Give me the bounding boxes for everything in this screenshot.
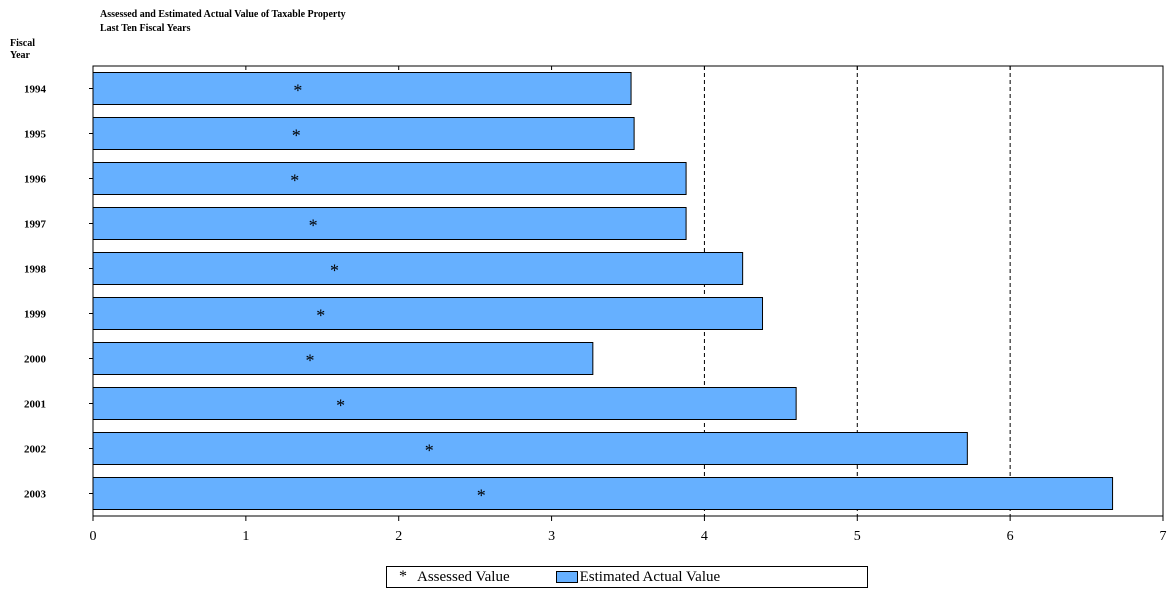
x-tick-label: 4	[701, 529, 708, 544]
x-tick-label: 5	[854, 529, 861, 544]
star-assessed-value: *	[330, 261, 339, 281]
star-assessed-value: *	[293, 81, 302, 101]
star-assessed-value: *	[425, 441, 434, 461]
star-assessed-value: *	[316, 306, 325, 326]
y-tick-label: 2003	[24, 489, 47, 501]
star-assessed-value: *	[477, 486, 486, 506]
bar-estimated-value	[92, 297, 764, 330]
y-tick-label: 1999	[24, 309, 47, 321]
chart-title: Assessed and Estimated Actual Value of T…	[100, 9, 346, 20]
bar-estimated-value	[92, 432, 968, 465]
legend-star-marker: *	[399, 568, 407, 585]
x-tick-label: 0	[90, 529, 97, 544]
x-tick-label: 2	[395, 529, 402, 544]
y-tick-label: 2002	[24, 444, 47, 456]
star-assessed-value: *	[306, 351, 315, 371]
bar-estimated-value	[92, 72, 632, 105]
y-axis-label-fiscal: Fiscal	[10, 38, 35, 49]
x-tick-label: 3	[548, 529, 555, 544]
x-tick-label: 7	[1160, 529, 1167, 544]
y-tick-label: 2001	[24, 399, 46, 411]
star-assessed-value: *	[309, 216, 318, 236]
bar-estimated-value	[92, 477, 1114, 510]
x-tick-label: 6	[1007, 529, 1014, 544]
y-tick-label: 1994	[24, 84, 47, 96]
star-assessed-value: *	[290, 171, 299, 191]
y-tick-label: 1996	[24, 174, 47, 186]
bar-estimated-value	[92, 387, 797, 420]
legend: * Assessed Value Estimated Actual Value	[386, 566, 868, 588]
legend-estimated-swatch	[555, 571, 578, 583]
x-tick-label: 1	[242, 529, 249, 544]
bar-estimated-value	[92, 117, 635, 150]
bar-chart: 1994 * 1995 * 1996 * 1997 * 1998 * 1999 * 2000 * 2001 *…	[24, 65, 1167, 544]
y-tick-label: 1997	[24, 219, 47, 231]
bar-estimated-value	[92, 162, 687, 195]
star-assessed-value: *	[336, 396, 345, 416]
plot-area-frame	[92, 65, 1164, 517]
chart-subtitle: Last Ten Fiscal Years	[100, 23, 191, 34]
legend-estimated-label: Estimated Actual Value	[579, 568, 721, 585]
bar-estimated-value	[92, 252, 744, 285]
legend-assessed-label: Assessed Value	[417, 568, 510, 585]
y-tick-label: 1995	[24, 129, 47, 141]
bar-estimated-value	[92, 342, 594, 375]
chart-title-block: Assessed and Estimated Actual Value of T…	[100, 8, 346, 36]
star-assessed-value: *	[292, 126, 301, 146]
y-tick-label: 1998	[24, 264, 47, 276]
y-tick-label: 2000	[24, 354, 47, 366]
y-axis-label-year: Year	[10, 50, 30, 61]
bar-estimated-value	[92, 207, 687, 240]
